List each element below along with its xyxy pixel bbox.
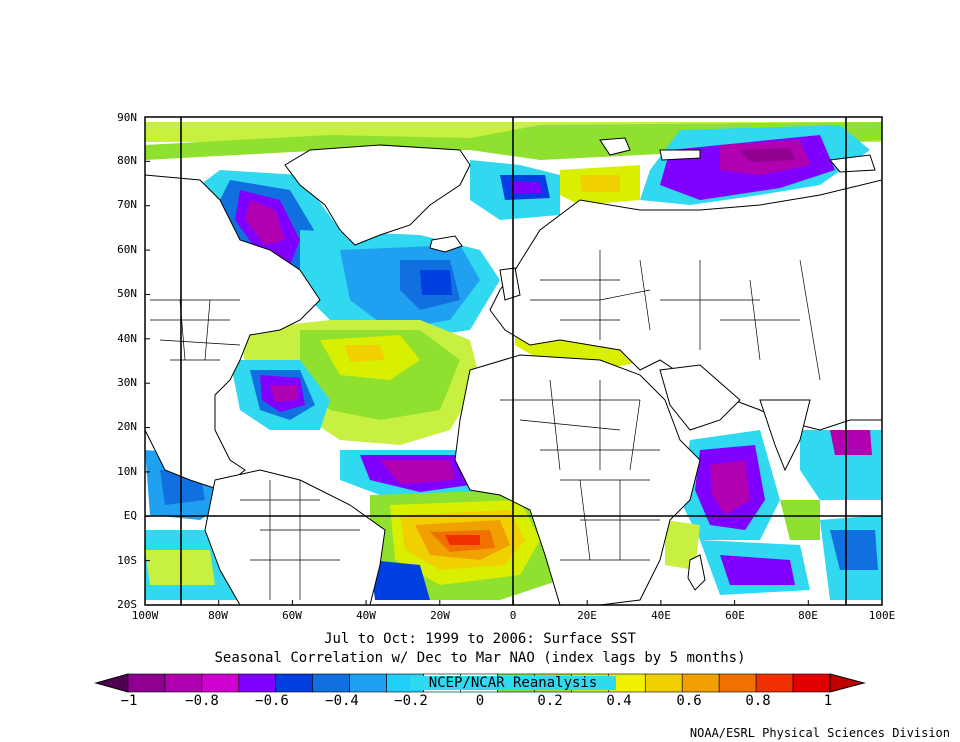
map-title: Jul to Oct: 1999 to 2006: Surface SST xyxy=(324,631,636,647)
colorbar-swatch xyxy=(349,673,387,693)
colorbar-swatch xyxy=(644,673,683,693)
lon-label: 20W xyxy=(430,609,450,622)
country-borders xyxy=(150,250,821,600)
lat-label: 90N xyxy=(117,111,137,124)
lat-label: 80N xyxy=(117,154,137,167)
colorbar-tick-label: −0.4 xyxy=(325,693,359,709)
colorbar-min-arrow xyxy=(94,673,129,693)
credit-text: NOAA/ESRL Physical Sciences Division xyxy=(689,726,950,740)
colorbar-swatch xyxy=(275,673,314,693)
colorbar-tick-label: −1 xyxy=(120,693,138,709)
lat-label: 70N xyxy=(117,198,137,211)
colorbar-tick-label: 0.4 xyxy=(606,693,632,709)
lat-label: 30N xyxy=(117,376,137,389)
colorbar-swatch xyxy=(312,673,350,693)
colorbar-tick-label: 0 xyxy=(475,693,485,709)
lon-label: 0 xyxy=(509,609,517,622)
colorbar-tick-label: 0.8 xyxy=(745,693,771,709)
colorbar-swatch xyxy=(755,673,794,693)
lon-label: 40W xyxy=(356,609,376,622)
colorbar-swatch xyxy=(718,673,757,693)
lat-label: 20N xyxy=(117,420,137,433)
colorbar-max-arrow xyxy=(829,673,866,693)
colorbar-swatch xyxy=(201,673,240,693)
lat-label: 20S xyxy=(117,598,137,611)
colorbar-swatch xyxy=(792,673,831,693)
lon-label: 60E xyxy=(725,609,745,622)
axis-ticks xyxy=(144,116,883,606)
lat-label: 60N xyxy=(117,243,137,256)
lon-label: 40E xyxy=(651,609,671,622)
lat-label: EQ xyxy=(123,509,137,522)
sst-field xyxy=(145,122,882,605)
reference-lines xyxy=(145,117,882,605)
colorbar-swatch xyxy=(164,673,203,693)
colorbar-tick-label: 0.6 xyxy=(676,693,702,709)
lon-label: 60W xyxy=(282,609,302,622)
lat-label: 10S xyxy=(117,554,137,567)
lat-label: 50N xyxy=(117,287,137,300)
lat-label: 10N xyxy=(117,465,137,478)
colorbar-swatch xyxy=(681,673,720,693)
map-subtitle: Seasonal Correlation w/ Dec to Mar NAO (… xyxy=(214,650,746,666)
colorbar-tick-label: 1 xyxy=(823,693,833,709)
colorbar-tick-label: −0.2 xyxy=(394,693,428,709)
lon-label: 80E xyxy=(798,609,818,622)
colorbar-swatch xyxy=(238,673,277,693)
colorbar-tick-label: −0.8 xyxy=(185,693,219,709)
lat-label: 40N xyxy=(117,332,137,345)
colorbar-swatch xyxy=(127,673,166,693)
colorbar-tick-label: −0.6 xyxy=(255,693,289,709)
lon-label: 100E xyxy=(868,609,896,622)
lon-label: 20E xyxy=(577,609,597,622)
lon-label: 80W xyxy=(208,609,228,622)
lon-label: 100W xyxy=(131,609,159,622)
colorbar-tick-label: 0.2 xyxy=(537,693,563,709)
reanalysis-watermark: NCEP/NCAR Reanalysis xyxy=(410,676,616,690)
